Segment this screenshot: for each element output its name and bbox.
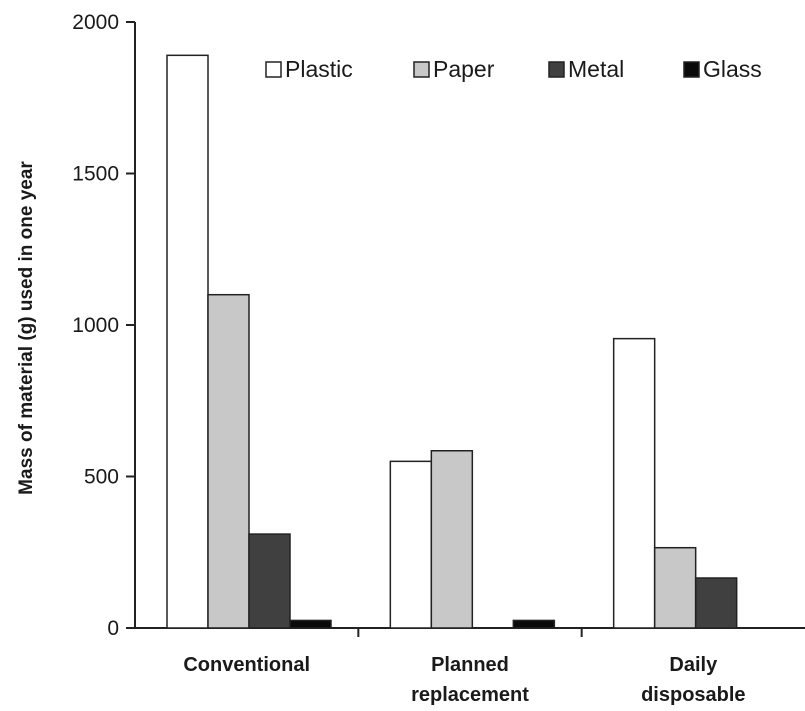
y-tick-label: 0 [107,617,119,640]
category-label: Daily disposable [641,654,745,706]
y-tick-label: 1500 [72,163,119,186]
category-label: Conventional [183,654,310,676]
legend-label-plastic: Plastic [285,56,353,82]
bar-metal [694,577,738,629]
y-tick-labels: 0 500 1000 1500 2000 [72,11,119,640]
bar-metal [248,533,291,629]
legend-swatch-glass [683,61,700,78]
bar-plastic [166,54,209,629]
y-tick-label: 1000 [72,314,119,337]
bar-glass [289,619,332,629]
bar-glass [512,619,556,629]
legend-label-metal: Metal [568,56,624,82]
bar-paper [653,546,697,629]
bar-plastic [389,460,433,629]
legend-swatch-plastic [265,61,282,78]
bar-plastic [612,337,656,629]
y-tick-label: 500 [84,466,119,489]
legend-swatch-paper [413,61,430,78]
legend-label-glass: Glass [703,56,762,82]
category-label: Planned replacement [411,654,529,706]
y-axis-label: Mass of material (g) used in one year [16,161,37,495]
legend-label-paper: Paper [433,56,495,82]
bar-paper [207,293,250,629]
category-labels: Conventional Planned replacement Daily dispo… [183,654,745,706]
legend-swatch-metal [548,61,565,78]
bars [166,54,738,629]
bar-paper [430,449,474,629]
legend: Plastic Paper Metal Glass [265,56,762,82]
y-tick-label: 2000 [72,11,119,34]
